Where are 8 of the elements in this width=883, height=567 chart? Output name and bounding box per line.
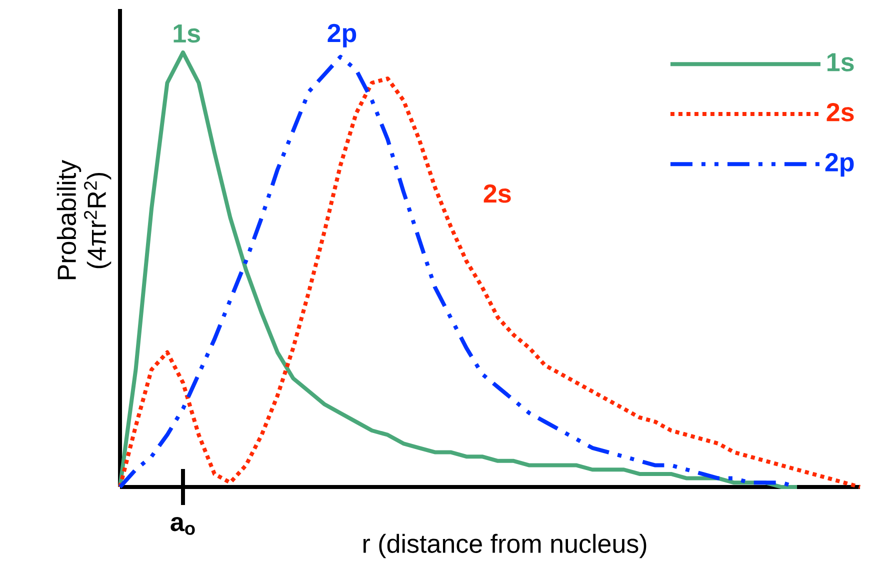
- text: 2s: [826, 103, 854, 122]
- text: 2p: [328, 24, 356, 48]
- text: 1s: [828, 53, 854, 72]
- annotation: 2s: [484, 184, 511, 203]
- text: 1s: [174, 24, 200, 43]
- text: 2p: [825, 153, 854, 177]
- x-axis-title: r (distance from nucleus): [363, 534, 646, 558]
- text: a$_{o}$: [170, 517, 195, 536]
